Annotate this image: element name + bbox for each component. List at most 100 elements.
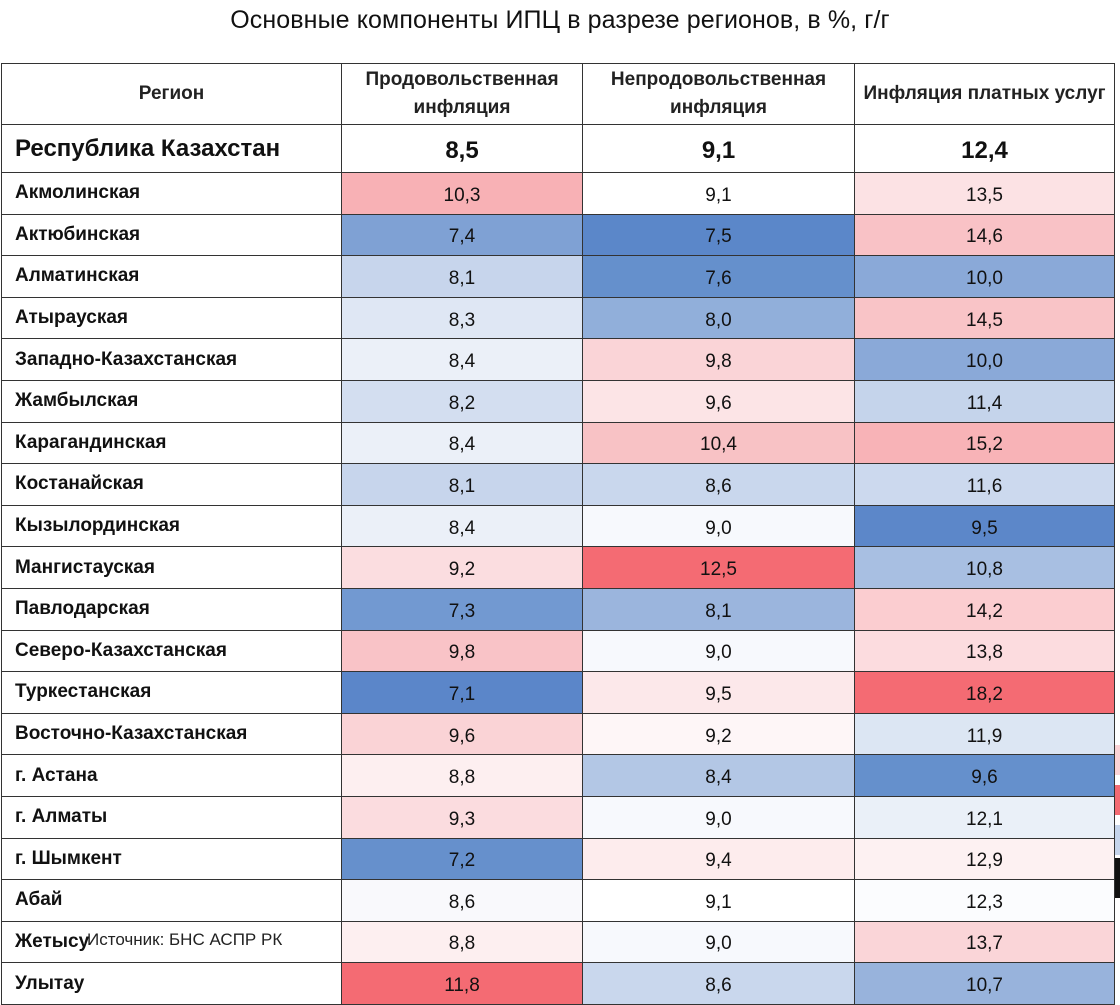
services-inflation-cell: 14,5: [854, 296, 1115, 340]
nonfood-inflation-cell: 7,6: [582, 255, 855, 298]
services-inflation-cell: 13,5: [854, 172, 1115, 215]
total-nonfood: 9,1: [582, 124, 855, 173]
nonfood-inflation-cell: 8,4: [582, 754, 855, 797]
nonfood-inflation-cell: 9,0: [582, 629, 855, 673]
region-name: Улытау: [1, 962, 342, 1005]
table-row: Костанайская 8,1 8,6 11,6: [1, 463, 1115, 506]
services-inflation-cell: 14,6: [854, 213, 1115, 257]
services-inflation-cell: 14,2: [854, 587, 1115, 631]
table-row: Жетысу 8,8 9,0 13,7: [1, 920, 1115, 964]
header-nonfood-inflation: Непродовольственная инфляция: [582, 63, 855, 125]
region-name: Костанайская: [1, 463, 342, 506]
food-inflation-cell: 7,2: [341, 837, 583, 881]
region-name: Западно-Казахстанская: [1, 338, 342, 381]
total-row: Республика Казахстан 8,5 9,1 12,4: [1, 124, 1115, 173]
services-inflation-cell: 9,5: [854, 504, 1115, 548]
table-row: г. Алматы 9,3 9,0 12,1: [1, 795, 1115, 839]
services-inflation-cell: 13,8: [854, 629, 1115, 673]
food-inflation-cell: 8,4: [341, 504, 583, 548]
nonfood-inflation-cell: 8,6: [582, 962, 855, 1005]
services-inflation-cell: 13,7: [854, 920, 1115, 964]
total-services: 12,4: [854, 124, 1115, 173]
region-name: Карагандинская: [1, 421, 342, 465]
region-name: Туркестанская: [1, 671, 342, 714]
table-row: Северо-Казахстанская 9,8 9,0 13,8: [1, 629, 1115, 673]
services-inflation-cell: 10,7: [854, 962, 1115, 1005]
table-row: Улытау 11,8 8,6 10,7: [1, 962, 1115, 1005]
services-inflation-cell: 11,4: [854, 379, 1115, 423]
table-row: Туркестанская 7,1 9,5 18,2: [1, 671, 1115, 714]
table-row: Алматинская 8,1 7,6 10,0: [1, 255, 1115, 298]
nonfood-inflation-cell: 10,4: [582, 421, 855, 465]
legend-swatch: [1115, 785, 1120, 815]
nonfood-inflation-cell: 9,6: [582, 379, 855, 423]
nonfood-inflation-cell: 9,4: [582, 837, 855, 881]
legend-swatch: [1115, 745, 1120, 775]
legend-swatch: [1115, 858, 1120, 898]
nonfood-inflation-cell: 9,8: [582, 338, 855, 381]
services-inflation-cell: 12,9: [854, 837, 1115, 881]
nonfood-inflation-cell: 9,0: [582, 920, 855, 964]
services-inflation-cell: 10,0: [854, 338, 1115, 381]
food-inflation-cell: 10,3: [341, 172, 583, 215]
region-name: Актюбинская: [1, 213, 342, 257]
header-services-inflation: Инфляция платных услуг: [854, 63, 1115, 125]
services-inflation-cell: 18,2: [854, 671, 1115, 714]
food-inflation-cell: 8,4: [341, 421, 583, 465]
region-name: Акмолинская: [1, 172, 342, 215]
region-name: Восточно-Казахстанская: [1, 712, 342, 756]
nonfood-inflation-cell: 8,1: [582, 587, 855, 631]
region-name: Алматинская: [1, 255, 342, 298]
table-row: Павлодарская 7,3 8,1 14,2: [1, 587, 1115, 631]
services-inflation-cell: 10,8: [854, 546, 1115, 589]
services-inflation-cell: 15,2: [854, 421, 1115, 465]
region-name: Атырауская: [1, 296, 342, 340]
food-inflation-cell: 9,8: [341, 629, 583, 673]
table-row: Кызылординская 8,4 9,0 9,5: [1, 504, 1115, 548]
services-inflation-cell: 12,1: [854, 795, 1115, 839]
services-inflation-cell: 11,6: [854, 463, 1115, 506]
food-inflation-cell: 8,1: [341, 463, 583, 506]
table-row: Карагандинская 8,4 10,4 15,2: [1, 421, 1115, 465]
services-inflation-cell: 9,6: [854, 754, 1115, 797]
services-inflation-cell: 11,9: [854, 712, 1115, 756]
table-row: Атырауская 8,3 8,0 14,5: [1, 296, 1115, 340]
region-name: Жетысу: [1, 920, 342, 964]
nonfood-inflation-cell: 12,5: [582, 546, 855, 589]
table-row: Западно-Казахстанская 8,4 9,8 10,0: [1, 338, 1115, 381]
food-inflation-cell: 8,1: [341, 255, 583, 298]
table-row: Актюбинская 7,4 7,5 14,6: [1, 213, 1115, 257]
nonfood-inflation-cell: 9,2: [582, 712, 855, 756]
food-inflation-cell: 8,2: [341, 379, 583, 423]
header-row: Регион Продовольственная инфляция Непрод…: [1, 63, 1115, 125]
food-inflation-cell: 9,3: [341, 795, 583, 839]
page-title: Основные компоненты ИПЦ в разрезе регион…: [230, 6, 890, 34]
nonfood-inflation-cell: 8,0: [582, 296, 855, 340]
total-food: 8,5: [341, 124, 583, 173]
region-name: Абай: [1, 879, 342, 922]
table-row: г. Астана 8,8 8,4 9,6: [1, 754, 1115, 797]
header-region: Регион: [1, 63, 342, 125]
table-row: Мангистауская 9,2 12,5 10,8: [1, 546, 1115, 589]
cpi-table: Регион Продовольственная инфляция Непрод…: [1, 63, 1115, 1005]
food-inflation-cell: 8,6: [341, 879, 583, 922]
region-name: Жамбылская: [1, 379, 342, 423]
food-inflation-cell: 9,2: [341, 546, 583, 589]
region-name: г. Шымкент: [1, 837, 342, 881]
region-name: г. Астана: [1, 754, 342, 797]
food-inflation-cell: 11,8: [341, 962, 583, 1005]
services-inflation-cell: 12,3: [854, 879, 1115, 922]
food-inflation-cell: 8,8: [341, 754, 583, 797]
region-name: Кызылординская: [1, 504, 342, 548]
nonfood-inflation-cell: 9,0: [582, 795, 855, 839]
region-name: Мангистауская: [1, 546, 342, 589]
legend-swatch: [1115, 825, 1120, 855]
table-row: Жамбылская 8,2 9,6 11,4: [1, 379, 1115, 423]
food-inflation-cell: 7,4: [341, 213, 583, 257]
food-inflation-cell: 9,6: [341, 712, 583, 756]
food-inflation-cell: 8,4: [341, 338, 583, 381]
services-inflation-cell: 10,0: [854, 255, 1115, 298]
nonfood-inflation-cell: 7,5: [582, 213, 855, 257]
table-row: Восточно-Казахстанская 9,6 9,2 11,9: [1, 712, 1115, 756]
food-inflation-cell: 8,3: [341, 296, 583, 340]
